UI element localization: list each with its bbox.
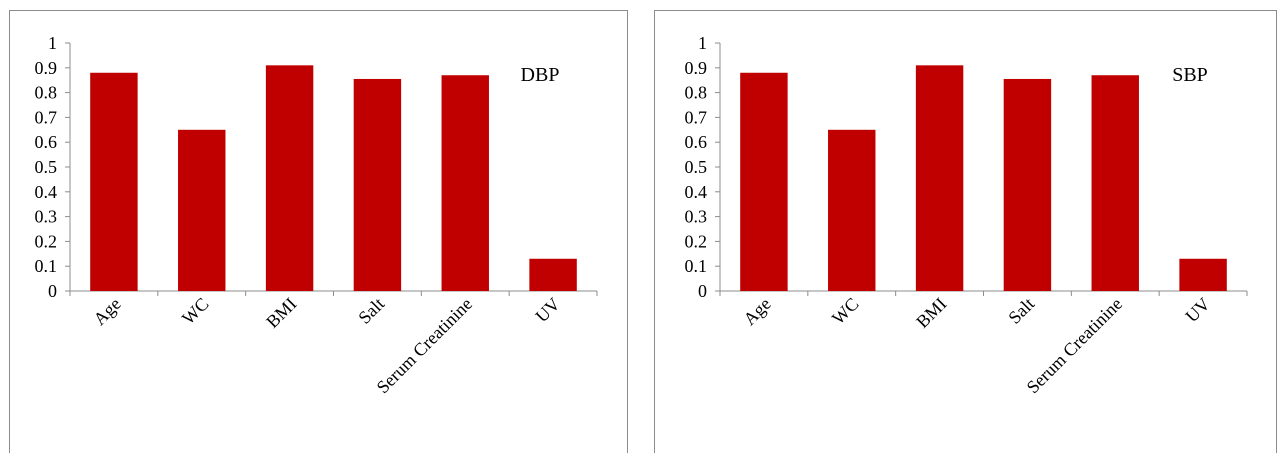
y-tick-label: 0.6	[685, 132, 708, 152]
bar-chart-sbp: 0 0.1 0.2 0.3 0.4 0.5 0.6 0.7 0.8 0.9 1 Age WC BMI Sal…	[685, 33, 1248, 398]
y-tick-label: 0.7	[685, 107, 708, 127]
y-tick-label: 0.3	[685, 207, 708, 227]
x-category-label: UV	[531, 294, 564, 327]
y-tick-label: 0.6	[35, 132, 58, 152]
y-tick-label: 0.9	[35, 58, 58, 78]
y-tick-label: 0.7	[35, 107, 58, 127]
bar-bmi	[915, 65, 964, 291]
y-tick-label: 0.3	[35, 207, 58, 227]
y-tick-label: 0.2	[685, 231, 708, 251]
bar-serum-creatinine	[441, 75, 489, 292]
x-category-label: Salt	[1004, 294, 1038, 328]
bar-age	[740, 72, 788, 291]
bar-wc	[178, 129, 226, 291]
y-tick-label: 0.1	[685, 256, 708, 276]
x-category-label: UV	[1181, 294, 1214, 327]
y-tick-label: 0.4	[685, 182, 708, 202]
x-category-label: Age	[89, 294, 124, 329]
bar-uv	[529, 258, 577, 291]
y-tick-label: 0.4	[35, 182, 58, 202]
y-tick-label: 0.8	[35, 83, 58, 103]
y-tick-label: 0.5	[35, 157, 58, 177]
x-category-label: Serum Creatinine	[373, 294, 477, 398]
x-category-label: Salt	[354, 294, 388, 328]
bar-salt	[1003, 78, 1052, 292]
bar-age	[90, 72, 138, 291]
chart-title: SBP	[1172, 64, 1208, 86]
bar-uv	[1179, 258, 1227, 291]
x-category-label: Age	[739, 294, 774, 329]
y-tick-label: 0	[698, 281, 707, 301]
y-tick-label: 1	[698, 33, 707, 53]
bar-salt	[353, 78, 402, 292]
x-category-label: BMI	[912, 294, 950, 332]
y-tick-label: 0.5	[685, 157, 708, 177]
y-tick-label: 0.2	[35, 231, 58, 251]
x-category-label: WC	[828, 294, 863, 329]
y-tick-label: 0.9	[685, 58, 708, 78]
y-tick-label: 0.1	[35, 256, 58, 276]
chart-panel-sbp: 0 0.1 0.2 0.3 0.4 0.5 0.6 0.7 0.8 0.9 1 Age WC BMI Sal…	[654, 10, 1277, 453]
chart-panel-dbp: 0 0.1 0.2 0.3 0.4 0.5 0.6 0.7 0.8 0.9 1 Age WC BMI Sal…	[9, 10, 628, 453]
x-category-label: BMI	[262, 294, 300, 332]
bar-bmi	[265, 65, 314, 291]
y-tick-label: 0.8	[685, 83, 708, 103]
bar-serum-creatinine	[1091, 75, 1139, 292]
y-tick-label: 0	[48, 281, 57, 301]
x-category-label: Serum Creatinine	[1023, 294, 1127, 398]
bar-chart-dbp: 0 0.1 0.2 0.3 0.4 0.5 0.6 0.7 0.8 0.9 1 Age WC BMI Sal…	[35, 33, 598, 398]
x-category-label: WC	[178, 294, 213, 329]
bar-wc	[828, 129, 876, 291]
y-tick-label: 1	[48, 33, 57, 53]
chart-title: DBP	[521, 64, 560, 86]
